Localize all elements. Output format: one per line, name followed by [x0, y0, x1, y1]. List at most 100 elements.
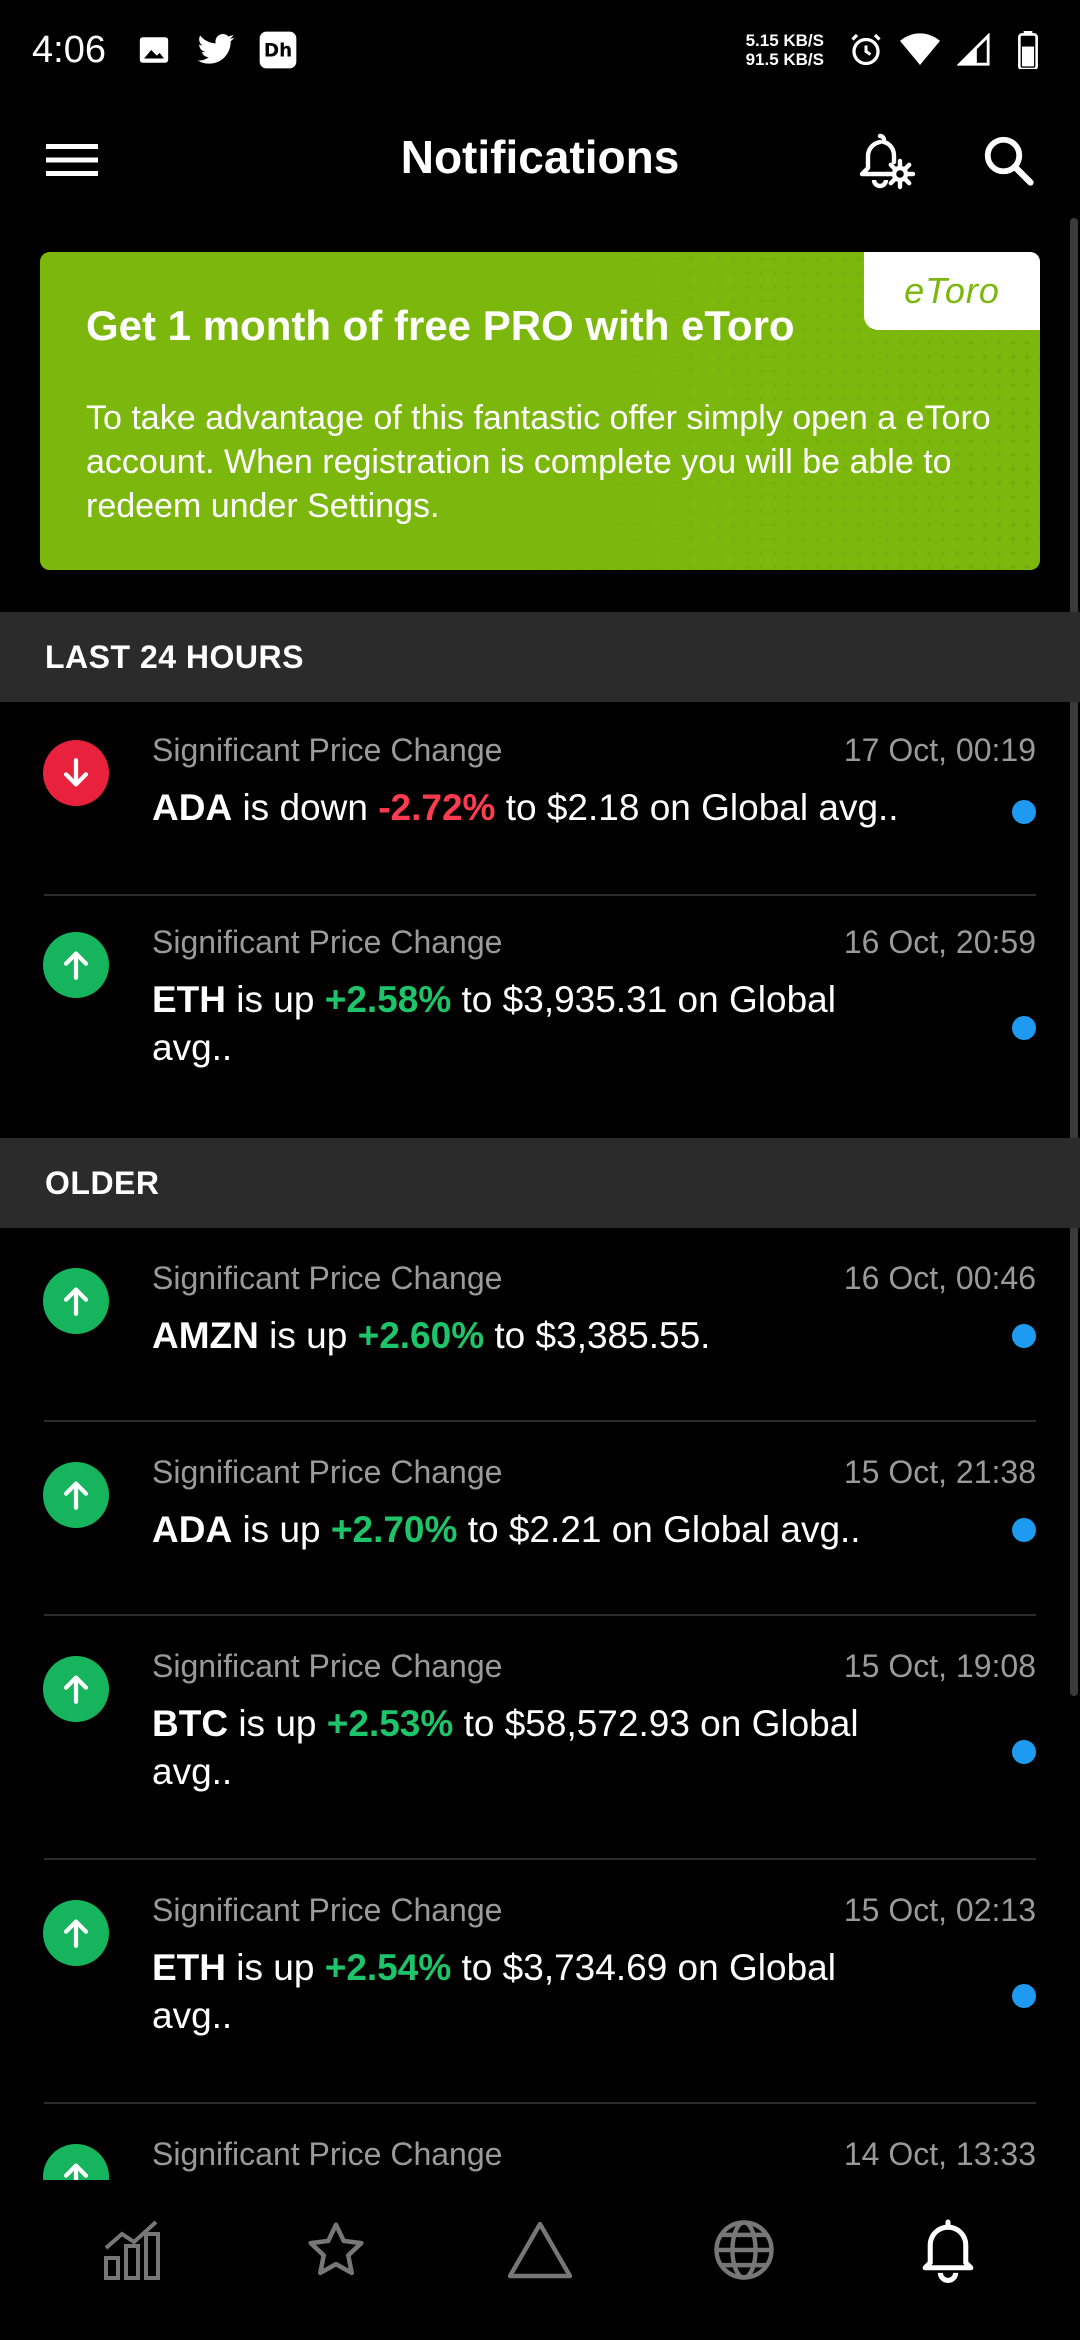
etoro-logo-text: eToro: [904, 270, 1000, 311]
notification-message: ETH is up +2.54% to $3,734.69 on Global …: [152, 1944, 912, 2040]
unread-indicator: [1012, 1016, 1036, 1040]
percent-change: +2.60%: [357, 1315, 485, 1356]
message-rest: to $3,385.55.: [484, 1315, 711, 1356]
notification-item[interactable]: Significant Price Change 16 Oct, 00:46 A…: [0, 1228, 1080, 1422]
chart-icon: [104, 2220, 160, 2280]
message-verb: is up: [228, 1703, 327, 1744]
notification-type: Significant Price Change: [152, 1648, 503, 1684]
twitter-icon: [196, 30, 236, 70]
hamburger-icon: [46, 144, 98, 176]
notification-type: Significant Price Change: [152, 1454, 503, 1490]
section-header-last-24-hours: LAST 24 HOURS: [0, 612, 1080, 702]
notification-time: 16 Oct, 00:46: [843, 1260, 1036, 1296]
notification-time: 16 Oct, 20:59: [843, 924, 1036, 960]
arrow-up-icon: [43, 932, 109, 998]
message-rest: to $2.18 on Global avg..: [495, 787, 899, 828]
notification-settings-button[interactable]: [846, 124, 922, 196]
notification-time: 14 Oct, 13:33: [843, 2136, 1036, 2172]
notification-time: 15 Oct, 02:13: [843, 1892, 1036, 1928]
nav-watchlist[interactable]: [276, 2195, 396, 2305]
unread-indicator: [1012, 1984, 1036, 2008]
percent-change: +2.70%: [330, 1509, 458, 1550]
divider: [44, 1858, 1036, 1860]
divider: [44, 2102, 1036, 2104]
bottom-navigation: [0, 2180, 1080, 2340]
image-icon: [134, 30, 174, 70]
notification-item[interactable]: Significant Price Change 15 Oct, 19:08 B…: [0, 1616, 1080, 1860]
network-speed: 5.15 KB/S 91.5 KB/S: [746, 31, 824, 69]
divider: [44, 894, 1036, 896]
notification-message: BTC is up +2.53% to $58,572.93 on Global…: [152, 1700, 912, 1796]
notification-time: 17 Oct, 00:19: [843, 732, 1036, 768]
percent-change: -2.72%: [378, 787, 496, 828]
triangle-icon: [507, 2221, 573, 2279]
message-verb: is up: [258, 1315, 358, 1356]
percent-change: +2.53%: [326, 1703, 454, 1744]
arrow-up-icon: [43, 1268, 109, 1334]
notification-message: AMZN is up +2.60% to $3,385.55.: [152, 1312, 912, 1360]
asset-symbol: ADA: [152, 787, 233, 828]
arrow-up-icon: [43, 1656, 109, 1722]
notification-message: ADA is up +2.70% to $2.21 on Global avg.…: [152, 1506, 912, 1554]
asset-symbol: BTC: [152, 1703, 229, 1744]
net-download: 91.5 KB/S: [745, 50, 824, 69]
arrow-down-icon: [43, 740, 109, 806]
percent-change: +2.58%: [324, 979, 452, 1020]
unread-indicator: [1012, 1740, 1036, 1764]
bell-settings-icon: [859, 133, 916, 190]
message-verb: is up: [226, 979, 325, 1020]
message-rest: to $2.21 on Global avg..: [457, 1509, 861, 1550]
star-icon: [308, 2222, 364, 2276]
section-header-older: OLDER: [0, 1138, 1080, 1228]
promo-body: To take advantage of this fantastic offe…: [86, 399, 991, 525]
signal-icon: [954, 30, 994, 70]
notification-type: Significant Price Change: [152, 1892, 503, 1928]
arrow-up-icon: [43, 1462, 109, 1528]
net-upload: 5.15 KB/S: [745, 31, 824, 50]
divider: [44, 1614, 1036, 1616]
status-bar: 4:06 Dh 5.15 KB/S 91.5 KB/S: [0, 0, 1080, 100]
scrollbar[interactable]: [1070, 218, 1078, 1696]
notification-item[interactable]: Significant Price Change 15 Oct, 02:13 E…: [0, 1860, 1080, 2104]
svg-text:Dh: Dh: [264, 41, 292, 62]
arrow-up-icon: [43, 1900, 109, 1966]
unread-indicator: [1012, 800, 1036, 824]
notification-item[interactable]: Significant Price Change 16 Oct, 20:59 E…: [0, 896, 1080, 1128]
notification-message: ADA is down -2.72% to $2.18 on Global av…: [152, 784, 912, 832]
asset-symbol: ADA: [152, 1509, 233, 1550]
asset-symbol: ETH: [152, 979, 226, 1020]
notification-item[interactable]: Significant Price Change 17 Oct, 00:19 A…: [0, 702, 1080, 896]
percent-change: +2.54%: [324, 1947, 452, 1988]
message-verb: is up: [232, 1509, 331, 1550]
wifi-icon: [900, 30, 940, 70]
notification-item[interactable]: Significant Price Change 15 Oct, 21:38 A…: [0, 1422, 1080, 1616]
search-icon: [984, 136, 1034, 186]
notification-time: 15 Oct, 19:08: [843, 1648, 1036, 1684]
hotstar-icon: Dh: [258, 30, 298, 70]
notification-message: ETH is up +2.58% to $3,935.31 on Global …: [152, 976, 912, 1072]
etoro-logo: eToro: [864, 252, 1040, 330]
unread-indicator: [1012, 1518, 1036, 1542]
promo-banner[interactable]: Get 1 month of free PRO with eToro To ta…: [40, 252, 1040, 570]
divider: [44, 1420, 1036, 1422]
nav-news[interactable]: [684, 2195, 804, 2305]
nav-alerts-triangle[interactable]: [480, 2195, 600, 2305]
asset-symbol: ETH: [152, 1947, 226, 1988]
asset-symbol: AMZN: [152, 1315, 259, 1356]
nav-markets[interactable]: [72, 2195, 192, 2305]
status-time: 4:06: [32, 28, 106, 71]
notification-item[interactable]: Significant Price Change 14 Oct, 13:33: [0, 2104, 1080, 2180]
menu-button[interactable]: [40, 130, 104, 190]
notification-type: Significant Price Change: [152, 2136, 503, 2172]
message-rest: to $3,935.31 on Global avg..: [152, 979, 836, 1068]
search-button[interactable]: [972, 124, 1044, 196]
promo-title: Get 1 month of free PRO with eToro: [86, 302, 795, 349]
message-verb: is down: [232, 787, 379, 828]
bell-icon: [922, 2219, 974, 2283]
nav-notifications[interactable]: [888, 2195, 1008, 2305]
notification-type: Significant Price Change: [152, 1260, 503, 1296]
alarm-icon: [846, 30, 886, 70]
arrow-up-icon: [43, 2144, 109, 2180]
notifications-list[interactable]: Get 1 month of free PRO with eToro To ta…: [0, 218, 1080, 2180]
unread-indicator: [1012, 1324, 1036, 1348]
